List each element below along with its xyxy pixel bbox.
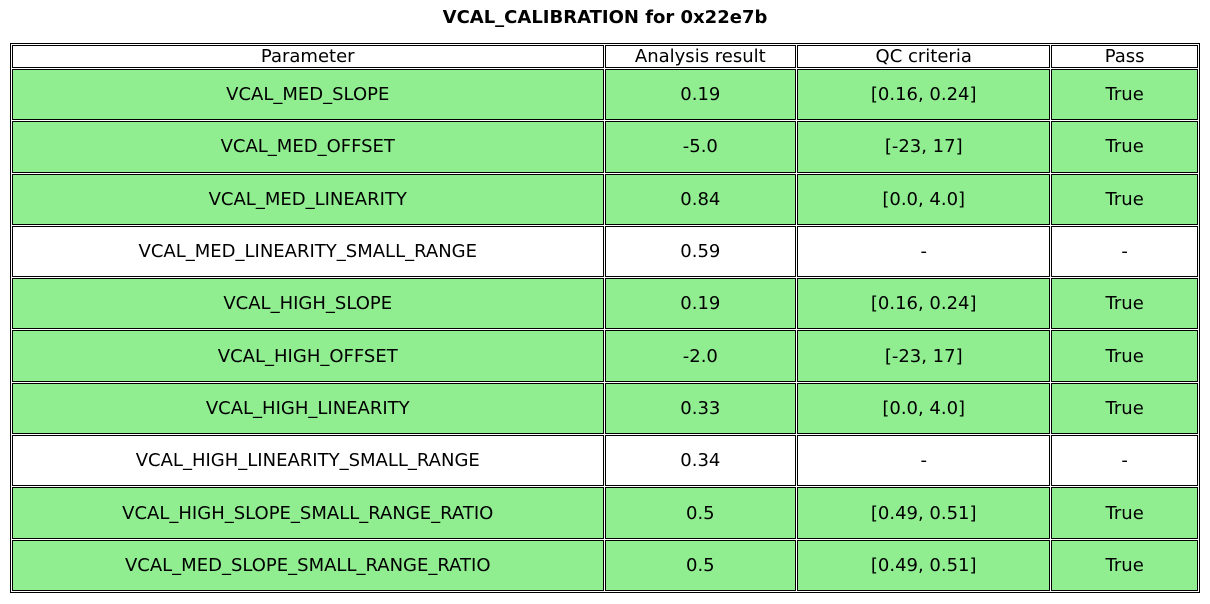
cell-analysis-result: -2.0	[604, 330, 797, 382]
cell-analysis-result: 0.19	[604, 278, 797, 330]
table-row: VCAL_MED_SLOPE 0.19 [0.16, 0.24] True	[12, 69, 1198, 121]
cell-pass: True	[1051, 330, 1198, 382]
cell-qc-criteria: [-23, 17]	[797, 330, 1051, 382]
cell-qc-criteria: -	[797, 225, 1051, 278]
cell-qc-criteria: [0.0, 4.0]	[797, 173, 1051, 225]
column-header-pass: Pass	[1051, 45, 1198, 68]
cell-parameter: VCAL_MED_LINEARITY	[12, 173, 604, 225]
cell-parameter: VCAL_MED_SLOPE	[12, 69, 604, 121]
table-row: VCAL_MED_LINEARITY 0.84 [0.0, 4.0] True	[12, 173, 1198, 225]
cell-pass: -	[1051, 225, 1198, 278]
table-row: VCAL_MED_SLOPE_SMALL_RANGE_RATIO 0.5 [0.49…	[12, 539, 1198, 591]
table-body: VCAL_MED_SLOPE 0.19 [0.16, 0.24] True VCAL_M…	[12, 69, 1198, 591]
cell-analysis-result: 0.33	[604, 382, 797, 435]
cell-analysis-result: 0.5	[604, 487, 797, 539]
table-row: VCAL_HIGH_LINEARITY_SMALL_RANGE 0.34- -	[12, 435, 1198, 487]
cell-pass: True	[1051, 121, 1198, 173]
cell-qc-criteria: [0.49, 0.51]	[797, 539, 1051, 591]
cell-qc-criteria: [0.16, 0.24]	[797, 69, 1051, 121]
cell-pass: True	[1051, 382, 1198, 435]
cell-pass: True	[1051, 278, 1198, 330]
cell-parameter: VCAL_HIGH_OFFSET	[12, 330, 604, 382]
table-row: VCAL_HIGH_OFFSET -2.0 [-23, 17] True	[12, 330, 1198, 382]
cell-parameter: VCAL_MED_LINEARITY_SMALL_RANGE	[12, 225, 604, 278]
table-header-row: Parameter Analysis result QC criteria Pass	[12, 45, 1198, 68]
table-row: VCAL_HIGH_LINEARITY 0.33 [0.0, 4.0] True	[12, 382, 1198, 435]
cell-qc-criteria: [0.49, 0.51]	[797, 487, 1051, 539]
cell-parameter: VCAL_HIGH_SLOPE_SMALL_RANGE_RATIO	[12, 487, 604, 539]
cell-parameter: VCAL_MED_OFFSET	[12, 121, 604, 173]
cell-parameter: VCAL_MED_SLOPE_SMALL_RANGE_RATIO	[12, 539, 604, 591]
cell-qc-criteria: -	[797, 435, 1051, 487]
cell-pass: True	[1051, 487, 1198, 539]
cell-pass: -	[1051, 435, 1198, 487]
cell-analysis-result: 0.19	[604, 69, 797, 121]
cell-pass: True	[1051, 69, 1198, 121]
cell-pass: True	[1051, 539, 1198, 591]
cell-qc-criteria: [-23, 17]	[797, 121, 1051, 173]
figure-title: VCAL_CALIBRATION for 0x22e7b	[442, 7, 768, 28]
cell-analysis-result: 0.84	[604, 173, 797, 225]
column-header-parameter: Parameter	[12, 45, 604, 68]
cell-parameter: VCAL_HIGH_SLOPE	[12, 278, 604, 330]
cell-qc-criteria: [0.0, 4.0]	[797, 382, 1051, 435]
cell-analysis-result: 0.5	[604, 539, 797, 591]
table-row: VCAL_HIGH_SLOPE_SMALL_RANGE_RATIO 0.5 [0.4…	[12, 487, 1198, 539]
table-row: VCAL_HIGH_SLOPE 0.19 [0.16, 0.24] True	[12, 278, 1198, 330]
cell-parameter: VCAL_HIGH_LINEARITY_SMALL_RANGE	[12, 435, 604, 487]
column-header-qc-criteria: QC criteria	[797, 45, 1051, 68]
cell-analysis-result: 0.59	[604, 225, 797, 278]
table-row: VCAL_MED_OFFSET -5.0 [-23, 17] True	[12, 121, 1198, 173]
cell-parameter: VCAL_HIGH_LINEARITY	[12, 382, 604, 435]
cell-analysis-result: -5.0	[604, 121, 797, 173]
qc-results-table: Parameter Analysis result QC criteria Pass …	[10, 43, 1200, 593]
column-header-analysis-result: Analysis result	[604, 45, 797, 68]
table-row: VCAL_MED_LINEARITY_SMALL_RANGE 0.59- -	[12, 225, 1198, 278]
cell-pass: True	[1051, 173, 1198, 225]
cell-qc-criteria: [0.16, 0.24]	[797, 278, 1051, 330]
cell-analysis-result: 0.34	[604, 435, 797, 487]
